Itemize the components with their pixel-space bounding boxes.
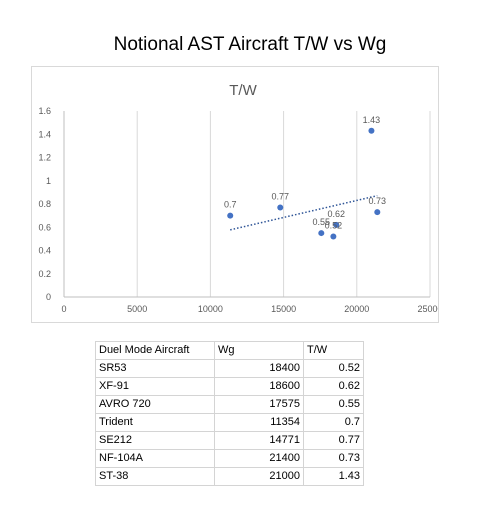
header-tw: T/W	[303, 341, 364, 360]
cell-aircraft: SR53	[95, 359, 215, 378]
cell-tw: 0.55	[303, 395, 364, 414]
data-labels: 0.52 0.620.55 0.7 0.77 0.73 1.43	[224, 115, 386, 231]
data-label: 1.43	[363, 115, 381, 125]
aircraft-table: Duel Mode Aircraft Wg T/W SR53 18400 0.5…	[95, 341, 364, 486]
data-point	[333, 221, 340, 228]
cell-tw: 1.43	[303, 467, 364, 486]
chart-title: T/W	[229, 82, 257, 99]
cell-wg: 21000	[214, 467, 304, 486]
header-aircraft: Duel Mode Aircraft	[95, 341, 215, 360]
cell-wg: 21400	[214, 449, 304, 468]
data-point	[318, 230, 325, 237]
y-tick-label: 1.2	[38, 153, 51, 163]
y-tick-label: 1.6	[38, 106, 51, 116]
y-tick-label: 0	[46, 292, 51, 302]
table-row: XF-91 18600 0.62	[95, 377, 364, 396]
x-tick-label: 5000	[127, 304, 147, 314]
data-point	[368, 127, 375, 134]
trendline-layer	[230, 194, 378, 231]
cell-tw: 0.73	[303, 449, 364, 468]
cell-wg: 18600	[214, 377, 304, 396]
cell-aircraft: Trident	[95, 413, 215, 432]
data-point	[374, 209, 381, 216]
cell-wg: 17575	[214, 395, 304, 414]
cell-tw: 0.62	[303, 377, 364, 396]
cell-aircraft: ST-38	[95, 467, 215, 486]
x-tick-label: 10000	[198, 304, 223, 314]
table-header-row: Duel Mode Aircraft Wg T/W	[95, 341, 364, 360]
y-tick-label: 1.4	[38, 129, 51, 139]
data-points	[227, 127, 381, 240]
data-label: 0.77	[271, 191, 289, 201]
data-label: 0.55	[313, 217, 331, 227]
cell-tw: 0.77	[303, 431, 364, 450]
cell-wg: 14771	[214, 431, 304, 450]
x-tick-label: 15000	[271, 304, 296, 314]
data-label: 0.7	[224, 200, 237, 210]
trendline	[230, 194, 378, 231]
cell-tw: 0.7	[303, 413, 364, 432]
cell-aircraft: NF-104A	[95, 449, 215, 468]
header-wg: Wg	[214, 341, 304, 360]
data-point	[277, 204, 284, 211]
data-point	[330, 233, 337, 240]
y-tick-label: 1	[46, 176, 51, 186]
y-tick-label: 0.6	[38, 222, 51, 232]
cell-wg: 11354	[214, 413, 304, 432]
table-row: Trident 11354 0.7	[95, 413, 364, 432]
x-tick-label: 20000	[344, 304, 369, 314]
table-row: ST-38 21000 1.43	[95, 467, 364, 486]
chart-area: T/W 050001000015000200002500000.20.40.60…	[31, 66, 439, 323]
cell-aircraft: SE212	[95, 431, 215, 450]
y-tick-label: 0.4	[38, 246, 51, 256]
data-point	[227, 212, 234, 219]
x-tick-label: 0	[61, 304, 66, 314]
cell-aircraft: AVRO 720	[95, 395, 215, 414]
cell-wg: 18400	[214, 359, 304, 378]
y-tick-label: 0.2	[38, 269, 51, 279]
data-label: 0.73	[369, 196, 387, 206]
cell-tw: 0.52	[303, 359, 364, 378]
table-row: SR53 18400 0.52	[95, 359, 364, 378]
table-row: SE212 14771 0.77	[95, 431, 364, 450]
data-label: 0.62	[328, 209, 346, 219]
data-label: 0.52	[325, 221, 343, 231]
cell-aircraft: XF-91	[95, 377, 215, 396]
grid-lines	[136, 111, 431, 297]
y-tick-label: 0.8	[38, 199, 51, 209]
page-title: Notional AST Aircraft T/W vs Wg	[113, 34, 387, 55]
table-row: AVRO 720 17575 0.55	[95, 395, 364, 414]
table-row: NF-104A 21400 0.73	[95, 449, 364, 468]
scatter-chart: T/W 050001000015000200002500000.20.40.60…	[38, 82, 438, 314]
